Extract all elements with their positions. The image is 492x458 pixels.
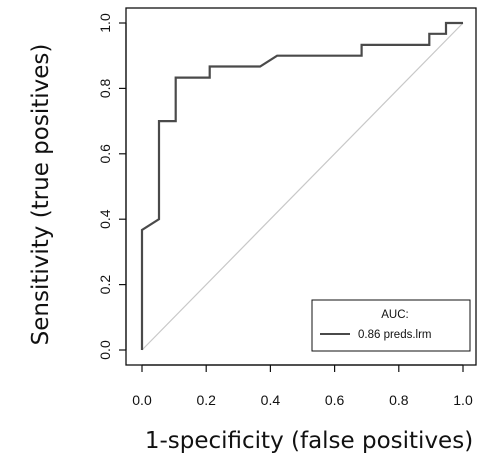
roc-curve-series-0 [140, 21, 463, 350]
y-tick-label: 0.4 [97, 209, 113, 229]
x-tick-label: 0.4 [261, 392, 281, 408]
y-tick-label: 0.2 [97, 275, 113, 295]
x-tick-label: 0.6 [325, 392, 345, 408]
reference-diagonal-line [141, 22, 464, 351]
x-tick-label: 1.0 [453, 392, 473, 408]
legend-box [311, 299, 471, 352]
y-tick-label: 0.0 [97, 340, 113, 360]
x-tick-label: 0.8 [389, 392, 409, 408]
y-tick-label: 1.0 [97, 13, 113, 33]
legend-title: AUC: [381, 309, 408, 321]
x-tick-label: 0.2 [196, 392, 216, 408]
y-tick-label: 0.8 [97, 78, 113, 98]
y-axis-title: Sensitivity (true positives) [28, 44, 54, 346]
x-tick-label: 0.0 [132, 392, 152, 408]
y-tick-label: 0.6 [97, 144, 113, 164]
x-axis-title: 1-specificity (false positives) [145, 428, 473, 454]
legend-entry: 0.86 preds.lrm [358, 329, 432, 341]
